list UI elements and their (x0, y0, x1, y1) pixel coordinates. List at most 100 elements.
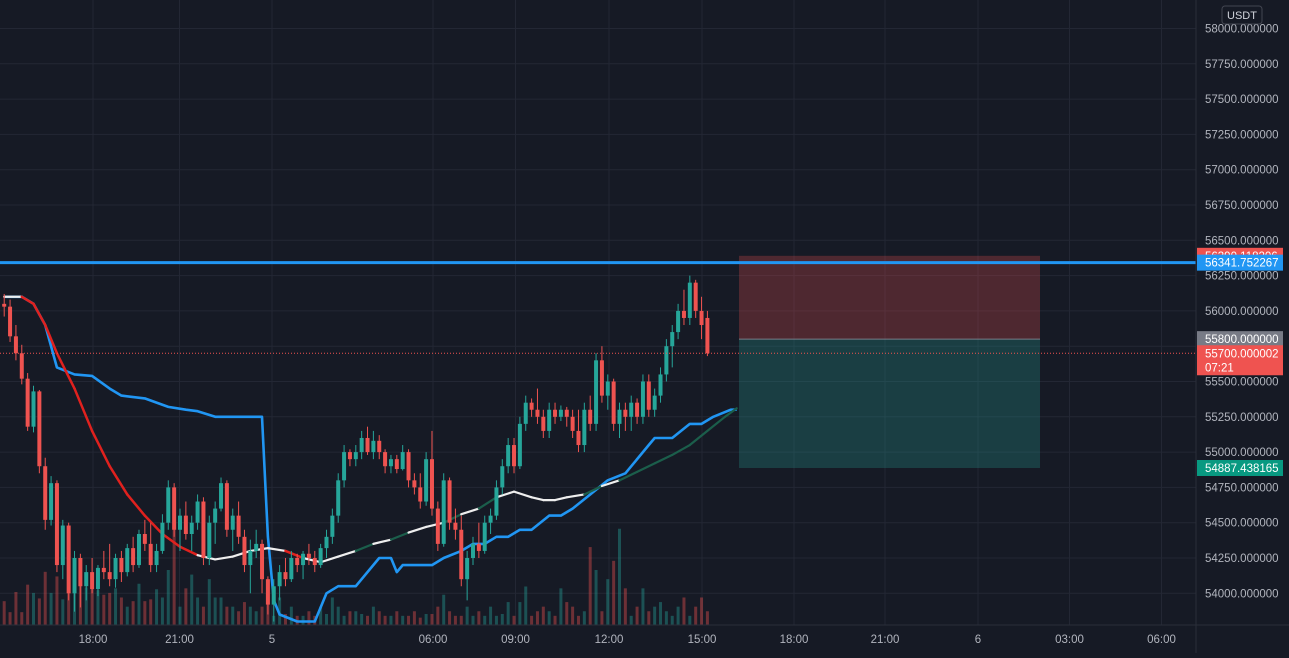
candle-body[interactable] (412, 480, 417, 488)
candle-body[interactable] (136, 533, 141, 566)
candle-body[interactable] (19, 353, 24, 379)
candle-body[interactable] (517, 423, 522, 467)
candle-body[interactable] (265, 579, 270, 605)
candle-body[interactable] (66, 525, 71, 594)
candle-body[interactable] (406, 452, 411, 481)
candle-body[interactable] (576, 430, 581, 446)
candle-body[interactable] (172, 487, 177, 530)
candle-body[interactable] (582, 409, 587, 446)
candle-body[interactable] (664, 346, 669, 375)
candle-body[interactable] (318, 548, 323, 566)
candle-body[interactable] (336, 480, 341, 516)
candle-body[interactable] (219, 483, 224, 509)
candle-body[interactable] (459, 529, 464, 580)
candle-body[interactable] (429, 459, 434, 509)
candle-body[interactable] (37, 391, 42, 467)
candle-body[interactable] (500, 466, 505, 488)
candle-body[interactable] (488, 515, 493, 523)
candle-body[interactable] (547, 409, 552, 431)
candle-body[interactable] (400, 452, 405, 470)
candle-body[interactable] (494, 487, 499, 516)
candle-body[interactable] (84, 572, 89, 587)
candle-body[interactable] (95, 567, 100, 590)
candle-body[interactable] (43, 466, 48, 520)
candle-body[interactable] (441, 480, 446, 544)
candle-body[interactable] (25, 378, 30, 427)
candle-body[interactable] (119, 558, 124, 573)
candle-body[interactable] (148, 543, 153, 566)
candle-body[interactable] (471, 543, 475, 558)
candle-body[interactable] (242, 536, 247, 566)
candle-body[interactable] (629, 402, 634, 417)
currency-badge[interactable] (1221, 5, 1263, 25)
candle-body[interactable] (652, 395, 657, 410)
candle-body[interactable] (553, 409, 558, 417)
candle-body[interactable] (359, 437, 364, 453)
candle-body[interactable] (383, 452, 388, 467)
candle-body[interactable] (2, 303, 7, 307)
candle-body[interactable] (312, 558, 317, 566)
candle-body[interactable] (594, 360, 599, 424)
candle-body[interactable] (611, 381, 616, 424)
candle-body[interactable] (154, 550, 159, 566)
candle-body[interactable] (107, 572, 112, 580)
candle-body[interactable] (523, 402, 528, 424)
candle-body[interactable] (447, 480, 452, 523)
candle-body[interactable] (353, 452, 358, 460)
candle-body[interactable] (424, 459, 429, 502)
candle-body[interactable] (236, 515, 241, 537)
candle-body[interactable] (588, 409, 593, 424)
candle-body[interactable] (699, 310, 704, 326)
candle-body[interactable] (570, 416, 575, 431)
candle-body[interactable] (646, 381, 651, 410)
candle-body[interactable] (623, 409, 628, 417)
candle-body[interactable] (605, 381, 610, 396)
candle-body[interactable] (529, 402, 534, 410)
candle-body[interactable] (248, 550, 253, 566)
candle-body[interactable] (125, 548, 130, 573)
candle-body[interactable] (535, 409, 540, 417)
candle-body[interactable] (301, 553, 306, 566)
candle-body[interactable] (676, 310, 681, 333)
candle-body[interactable] (418, 487, 423, 502)
candle-body[interactable] (230, 515, 235, 530)
candle-body[interactable] (90, 572, 95, 590)
candle-body[interactable] (506, 445, 511, 467)
candle-body[interactable] (658, 374, 663, 396)
candle-body[interactable] (189, 522, 194, 534)
candle-body[interactable] (283, 572, 288, 580)
candle-body[interactable] (599, 360, 604, 396)
candle-body[interactable] (435, 508, 440, 544)
candle-body[interactable] (207, 522, 212, 558)
candle-body[interactable] (687, 282, 692, 318)
candle-body[interactable] (195, 501, 200, 523)
candle-body[interactable] (224, 483, 229, 530)
candle-body[interactable] (371, 440, 376, 453)
candle-body[interactable] (254, 543, 259, 551)
take-profit-zone[interactable] (739, 339, 1040, 468)
candle-body[interactable] (617, 409, 622, 424)
candle-body[interactable] (693, 282, 698, 311)
candle-body[interactable] (476, 543, 481, 551)
candle-body[interactable] (213, 508, 218, 523)
stop-loss-zone[interactable] (739, 255, 1040, 340)
candle-body[interactable] (347, 452, 352, 460)
candle-body[interactable] (289, 558, 294, 580)
candle-body[interactable] (295, 558, 300, 566)
candle-body[interactable] (465, 558, 470, 580)
candle-body[interactable] (113, 558, 118, 580)
candle-body[interactable] (670, 332, 675, 347)
candle-body[interactable] (512, 445, 517, 467)
candle-body[interactable] (60, 525, 65, 566)
candle-body[interactable] (271, 586, 276, 605)
candle-body[interactable] (365, 437, 370, 453)
candle-body[interactable] (72, 558, 77, 594)
candle-body[interactable] (201, 501, 206, 558)
candle-body[interactable] (183, 515, 188, 534)
candle-body[interactable] (31, 391, 36, 427)
candle-body[interactable] (260, 543, 265, 580)
candle-body[interactable] (13, 336, 18, 354)
candle-body[interactable] (142, 533, 147, 544)
candle-body[interactable] (681, 310, 686, 318)
